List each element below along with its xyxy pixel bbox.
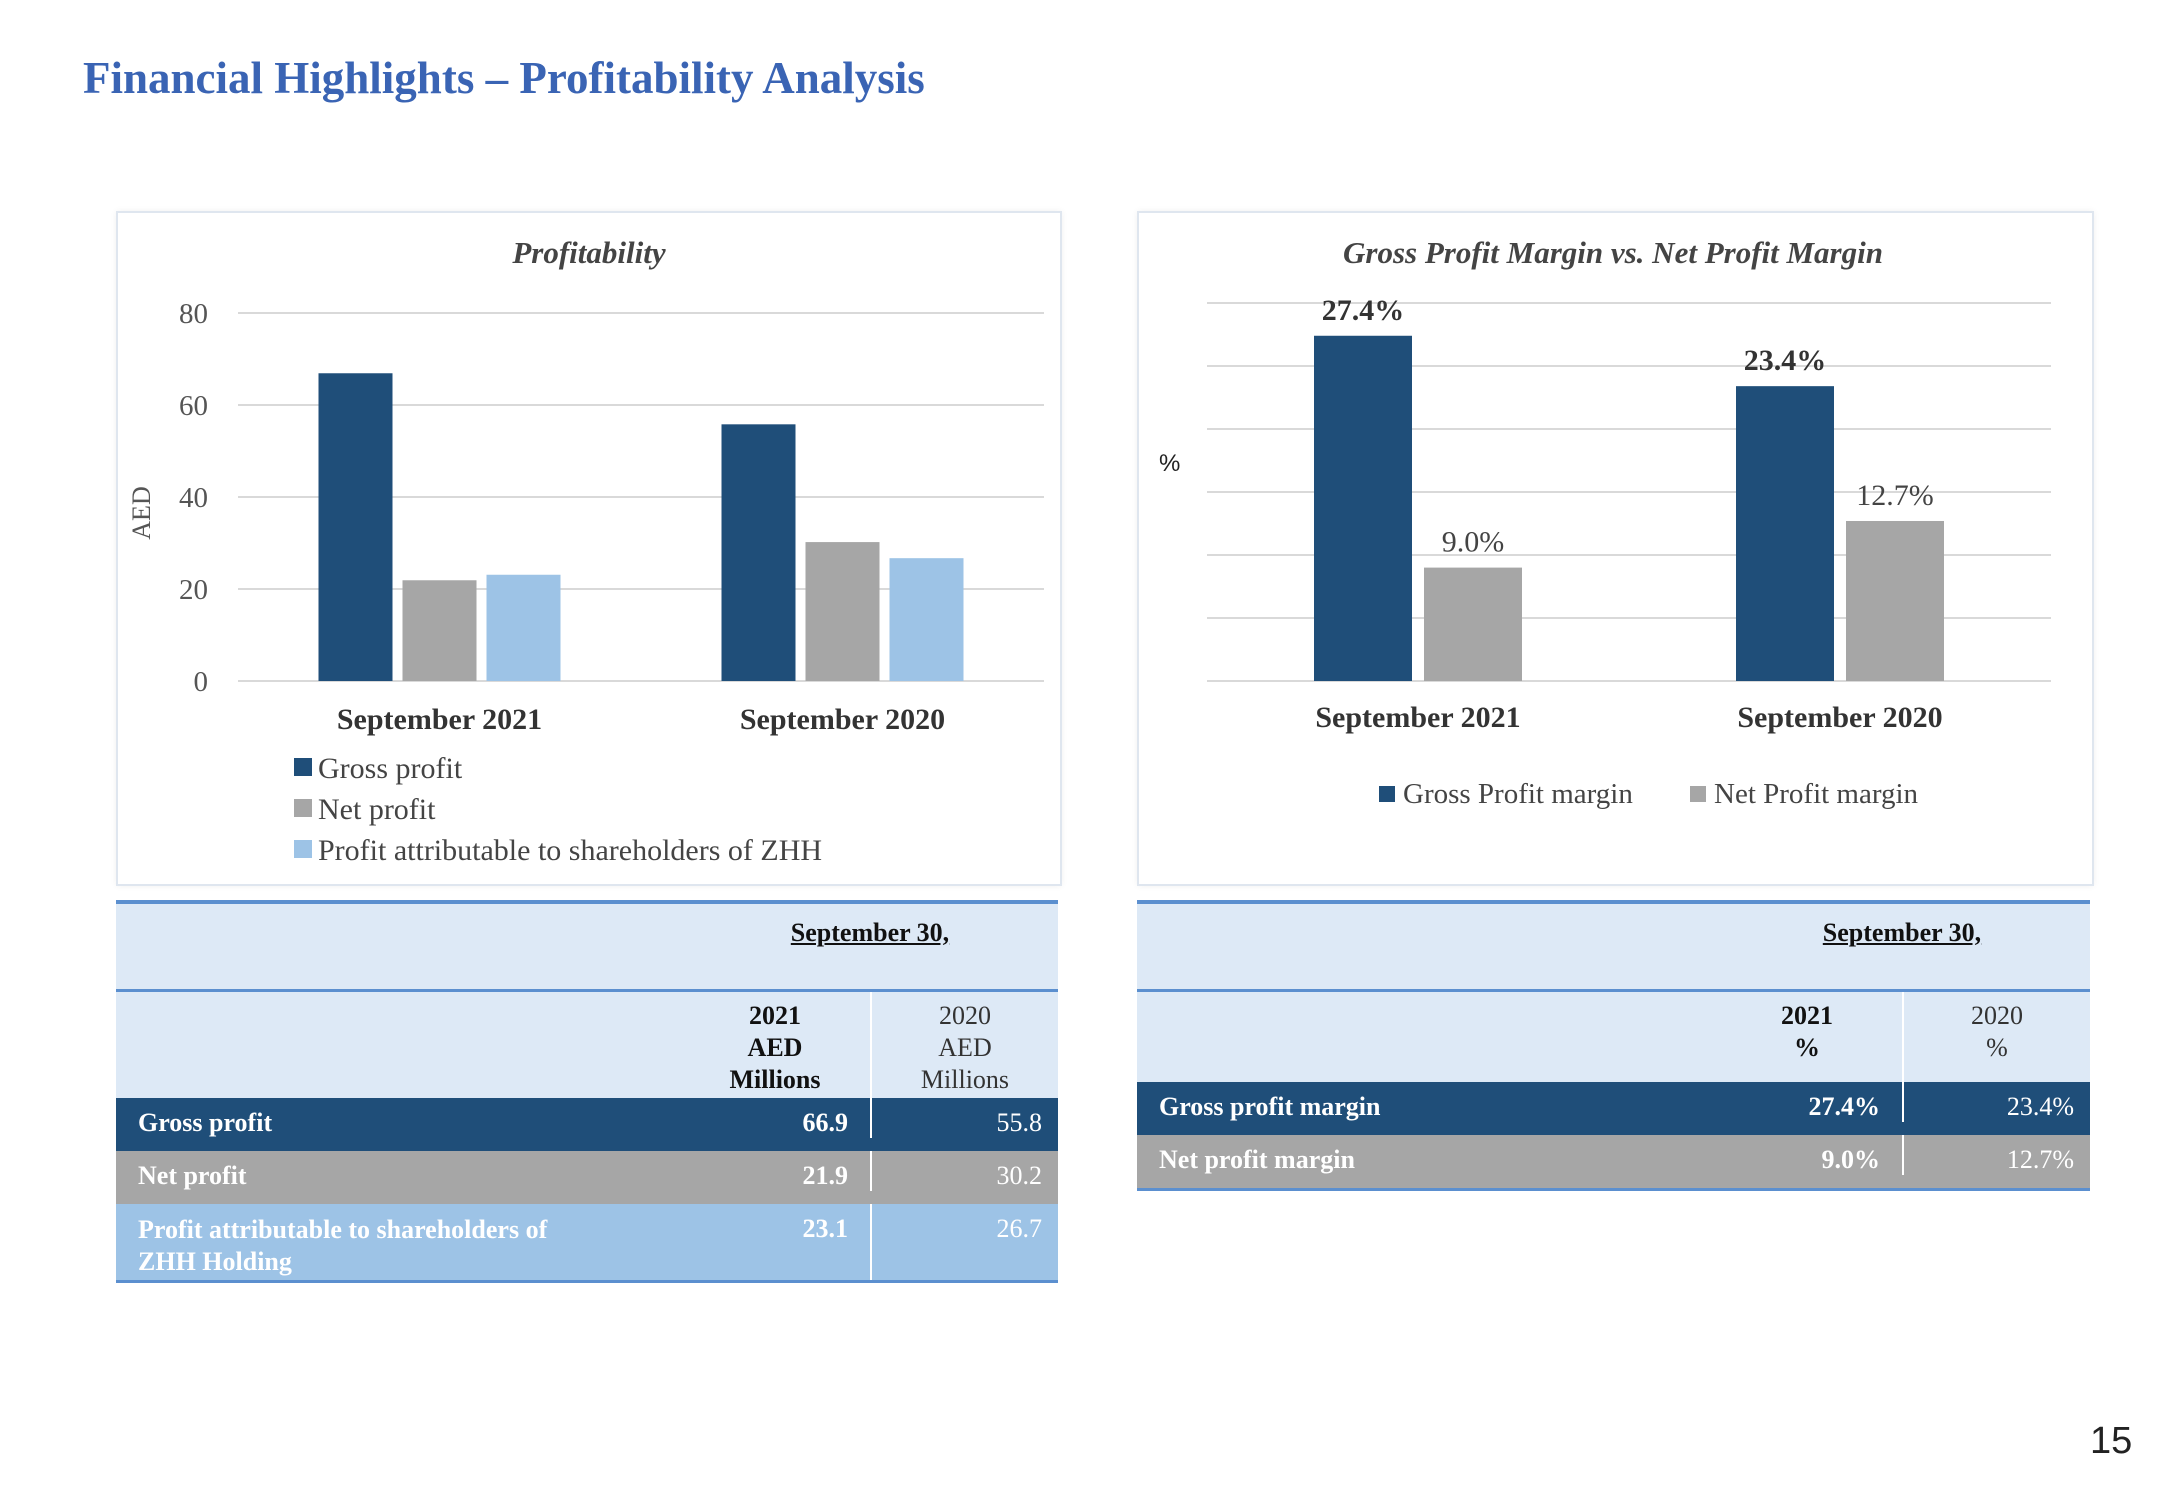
value-2020: 12.7% xyxy=(2006,1145,2074,1174)
margin-chart: Gross Profit Margin vs. Net Profit Margi… xyxy=(1159,235,2051,810)
legend-label: Gross profit xyxy=(318,752,463,785)
legend-swatch xyxy=(1690,786,1706,802)
legend-label: Profit attributable to shareholders of Z… xyxy=(318,834,822,867)
legend-label: Gross Profit margin xyxy=(1403,778,1633,810)
table-row: Net profit margin 9.0% 12.7% xyxy=(1137,1135,2090,1191)
value-2021: 9.0% xyxy=(1714,1135,1904,1175)
x-tick-label: September 2021 xyxy=(1315,701,1520,734)
col-2020-header: 2020 AED Millions xyxy=(872,992,1058,1098)
legend-label: Net Profit margin xyxy=(1714,778,1919,810)
bar xyxy=(318,373,393,681)
legend-swatch xyxy=(294,799,312,817)
page-number: 15 xyxy=(2090,1420,2133,1462)
profitability-table: September 30, 2021 AED Millions 2020 AED… xyxy=(116,900,1058,1283)
y-tick-label: 20 xyxy=(179,574,208,606)
y-tick-label: 80 xyxy=(179,298,208,330)
bar xyxy=(805,542,880,681)
row-label: Profit attributable to shareholders of Z… xyxy=(138,1215,548,1276)
value-2021: 66.9 xyxy=(682,1098,872,1138)
y-axis-label: % xyxy=(1159,450,1180,477)
col-unit: AED xyxy=(747,1033,803,1062)
legend-label: Net profit xyxy=(318,793,436,826)
row-label: Net profit margin xyxy=(1159,1145,1355,1174)
period-label: September 30, xyxy=(1822,918,1982,947)
col-year: 2021 xyxy=(1781,1001,1833,1030)
table-row: Gross profit 66.9 55.8 xyxy=(116,1098,1058,1151)
col-2021-header: 2021 AED Millions xyxy=(680,992,872,1098)
legend-swatch xyxy=(1379,786,1395,802)
data-label: 12.7% xyxy=(1856,479,1934,512)
x-tick-label: September 2020 xyxy=(740,703,945,736)
chart-title: Profitability xyxy=(511,235,666,270)
y-tick-label: 0 xyxy=(194,666,209,698)
table-row: Gross profit margin 27.4% 23.4% xyxy=(1137,1082,2090,1135)
col-year: 2021 xyxy=(749,1001,801,1030)
bar xyxy=(721,424,796,681)
value-2020: 23.4% xyxy=(2006,1092,2074,1121)
margin-chart-panel: Gross Profit Margin vs. Net Profit Margi… xyxy=(1137,211,2094,886)
value-2020: 26.7 xyxy=(996,1214,1043,1243)
page-title: Financial Highlights – Profitability Ana… xyxy=(83,53,925,103)
value-2020: 30.2 xyxy=(996,1161,1043,1190)
bar xyxy=(1314,335,1412,681)
data-label: 9.0% xyxy=(1442,526,1505,559)
row-label: Gross profit margin xyxy=(1159,1092,1381,1121)
value-2021: 27.4% xyxy=(1714,1082,1904,1122)
col-unit: % xyxy=(1986,1033,2008,1062)
row-label: Gross profit xyxy=(138,1108,273,1137)
col-year: 2020 xyxy=(939,1001,991,1030)
bar xyxy=(889,558,964,681)
data-label: 23.4% xyxy=(1744,344,1827,377)
col-unit: AED xyxy=(938,1033,992,1062)
bar xyxy=(1846,520,1944,681)
table-header: September 30, 2021 % 2020 % xyxy=(1137,900,2090,1082)
table-row: Profit attributable to shareholders of Z… xyxy=(116,1204,1058,1283)
legend-swatch xyxy=(294,758,312,776)
period-label: September 30, xyxy=(790,918,950,947)
table-header: September 30, 2021 AED Millions 2020 AED… xyxy=(116,900,1058,1098)
x-tick-label: September 2021 xyxy=(337,703,542,736)
bar xyxy=(1736,386,1834,681)
data-label: 27.4% xyxy=(1322,294,1405,327)
col-scale: Millions xyxy=(920,1065,1010,1094)
col-scale: Millions xyxy=(729,1065,821,1094)
row-label: Net profit xyxy=(138,1161,247,1190)
value-2021: 23.1 xyxy=(682,1204,872,1280)
bar xyxy=(486,574,561,681)
value-2020: 55.8 xyxy=(996,1108,1043,1137)
col-unit: % xyxy=(1794,1033,1820,1062)
y-axis-label: AED xyxy=(127,486,156,539)
legend-swatch xyxy=(294,840,312,858)
bar xyxy=(402,580,477,681)
x-tick-label: September 2020 xyxy=(1737,701,1942,734)
chart-title: Gross Profit Margin vs. Net Profit Margi… xyxy=(1343,235,1883,270)
value-2021: 21.9 xyxy=(682,1151,872,1191)
y-tick-label: 60 xyxy=(179,390,208,422)
bar xyxy=(1424,567,1522,681)
table-row: Net profit 21.9 30.2 xyxy=(116,1151,1058,1204)
col-2020-header: 2020 % xyxy=(1904,992,2090,1082)
margin-table: September 30, 2021 % 2020 % Gross profit… xyxy=(1137,900,2090,1191)
y-tick-label: 40 xyxy=(179,482,208,514)
profitability-chart-panel: Profitability AED 0 20 40 60 80 September 2021 S… xyxy=(116,211,1062,886)
col-2021-header: 2021 % xyxy=(1712,992,1904,1082)
profitability-chart: Profitability AED 0 20 40 60 80 September 2021 S… xyxy=(127,235,1044,867)
col-year: 2020 xyxy=(1971,1001,2023,1030)
